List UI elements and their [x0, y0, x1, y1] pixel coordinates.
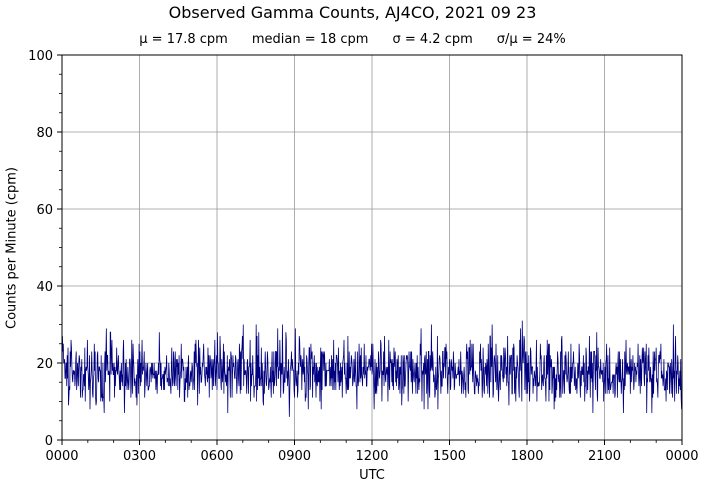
chart-title: Observed Gamma Counts, AJ4CO, 2021 09 23 — [168, 3, 537, 22]
stat-mean: μ = 17.8 cpm — [139, 32, 228, 47]
x-tick-label: 0900 — [278, 449, 311, 464]
y-tick-label: 40 — [36, 280, 53, 295]
x-tick-label: 0000 — [45, 449, 78, 464]
series-line — [61, 320, 682, 417]
grid-lines — [62, 55, 682, 440]
stat-median: median = 18 cpm — [251, 32, 369, 47]
axis-ticks: 0000 0300 0600 0900 1200 1500 1800 2100 00000204… — [28, 49, 698, 464]
x-tick-label: 1800 — [510, 449, 543, 464]
y-tick-label: 100 — [28, 49, 53, 64]
series-layer — [61, 320, 682, 417]
y-tick-label: 80 — [36, 126, 53, 141]
chart-stats-line: μ = 17.8 cpm median = 18 cpm σ = 4.2 cpm σ/… — [0, 32, 705, 47]
stat-sigma: σ = 4.2 cpm — [392, 32, 473, 47]
y-tick-label: 20 — [36, 357, 53, 372]
y-tick-label: 0 — [45, 434, 53, 449]
x-tick-label: 2100 — [588, 449, 621, 464]
x-tick-label: 1200 — [355, 449, 388, 464]
x-axis-label: UTC — [359, 468, 385, 483]
stat-cv: σ/μ = 24% — [496, 32, 566, 47]
x-tick-label: 0600 — [200, 449, 233, 464]
x-tick-label: 0300 — [123, 449, 156, 464]
y-tick-label: 60 — [36, 203, 53, 218]
x-tick-label: 0000 — [665, 449, 698, 464]
x-tick-label: 1500 — [433, 449, 466, 464]
